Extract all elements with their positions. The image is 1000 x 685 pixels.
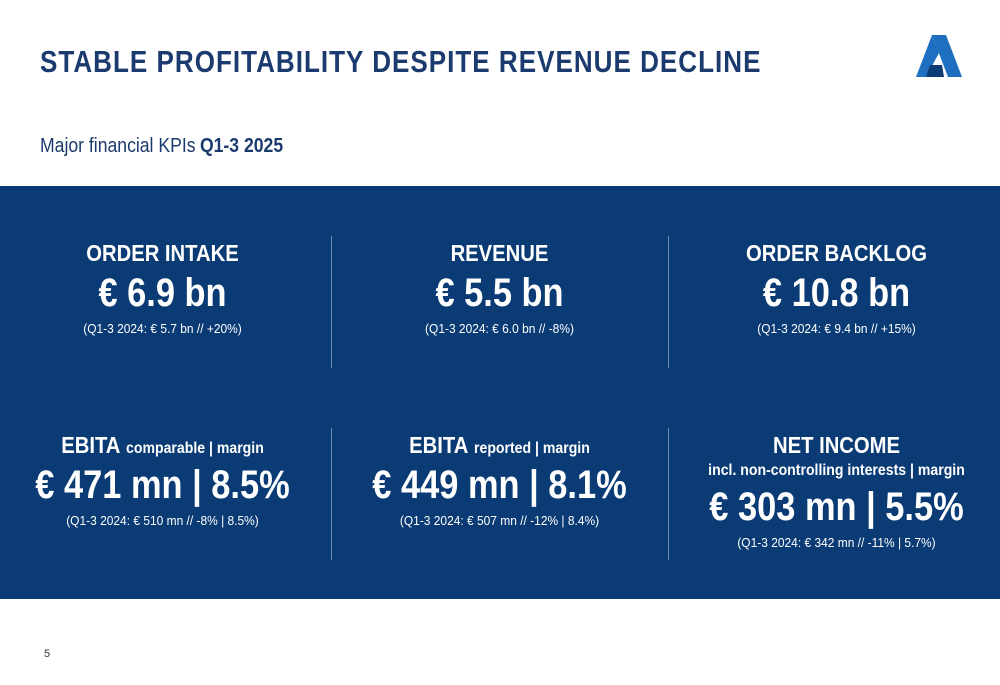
kpi-card: NET INCOME incl. non-controlling interes… [668,430,1000,554]
subtitle-text: Major financial KPIs [40,135,196,157]
kpi-panel: ORDER INTAKE € 6.9 bn (Q1-3 2024: € 5.7 … [0,186,1000,599]
page-number: 5 [44,648,51,660]
kpi-value: € 303 mn | 5.5% [709,485,964,529]
kpi-card: ORDER INTAKE € 6.9 bn (Q1-3 2024: € 5.7 … [0,238,331,340]
divider [331,428,332,560]
kpi-card: EBITA reported | margin € 449 mn | 8.1% … [331,430,668,532]
kpi-label-suffix: comparable | margin [126,440,264,457]
kpi-comparison: (Q1-3 2024: € 5.7 bn // +20%) [83,321,242,336]
slide-title: STABLE PROFITABILITY DESPITE REVENUE DEC… [40,44,762,79]
subtitle: Major financial KPIs Q1-3 2025 [40,135,283,158]
divider [668,428,669,560]
kpi-label: ORDER BACKLOG [745,240,928,266]
kpi-comparison: (Q1-3 2024: € 9.4 bn // +15%) [757,321,916,336]
kpi-label: EBITA reported | margin [351,430,648,460]
kpi-card: EBITA comparable | margin € 471 mn | 8.5… [0,430,331,532]
kpi-comparison: (Q1-3 2024: € 342 mn // -11% | 5.7%) [737,535,936,550]
subtitle-period: Q1-3 2025 [199,135,284,157]
kpi-label: ORDER INTAKE [86,240,239,266]
logo [916,35,962,77]
kpi-comparison: (Q1-3 2024: € 6.0 bn // -8%) [425,321,574,336]
kpi-note: incl. non-controlling interests | margin [708,462,965,479]
kpi-label-main: EBITA [409,432,469,458]
kpi-value: € 5.5 bn [435,271,564,315]
kpi-label: REVENUE [450,240,549,266]
divider [331,236,332,368]
kpi-value: € 449 mn | 8.1% [372,463,627,507]
kpi-label-main: EBITA [61,432,121,458]
kpi-card: REVENUE € 5.5 bn (Q1-3 2024: € 6.0 bn //… [331,238,668,340]
kpi-label-suffix: reported | margin [474,440,590,457]
kpi-label: EBITA comparable | margin [14,430,311,460]
kpi-value: € 471 mn | 8.5% [35,463,290,507]
kpi-card: ORDER BACKLOG € 10.8 bn (Q1-3 2024: € 9.… [668,238,1000,340]
kpi-comparison: (Q1-3 2024: € 507 mn // -12% | 8.4%) [399,513,600,528]
kpi-value: € 10.8 bn [762,271,911,315]
kpi-value: € 6.9 bn [98,271,227,315]
kpi-comparison: (Q1-3 2024: € 510 mn // -8% | 8.5%) [66,513,259,528]
divider [668,236,669,368]
kpi-label: NET INCOME [772,432,901,458]
